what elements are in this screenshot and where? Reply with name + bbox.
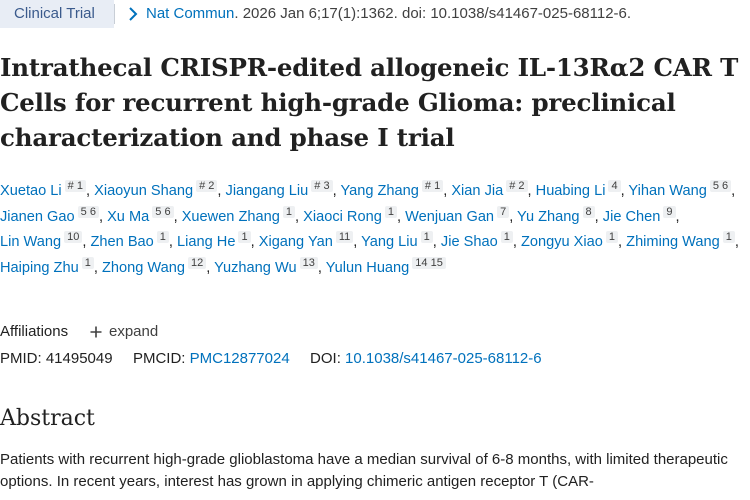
author-name-link[interactable]: Xuetao Li <box>0 183 62 199</box>
affiliation-superscript[interactable]: # 3 <box>311 180 333 192</box>
author-item: Jie Chen 9, <box>602 205 680 225</box>
affiliation-superscript[interactable]: 10 <box>64 231 83 243</box>
affiliation-superscript[interactable]: 5 6 <box>709 180 732 192</box>
affiliation-superscript[interactable]: 13 <box>299 256 318 269</box>
affiliation-superscript[interactable]: 1 <box>238 231 251 243</box>
author-name-link[interactable]: Yulun Huang <box>325 259 410 276</box>
author-name-link[interactable]: Yihan Wang <box>628 183 707 199</box>
author-name-link[interactable]: Xu Ma <box>107 208 150 225</box>
citation-bar: Clinical Trial Nat Commun. 2026 Jan 6;17… <box>0 0 750 28</box>
affiliation-superscript[interactable]: 11 <box>335 231 354 243</box>
doi-link[interactable]: 10.1038/s41467-025-68112-6 <box>345 350 542 367</box>
author-name-link[interactable]: Jianen Gao <box>0 208 75 225</box>
author-name-link[interactable]: Wenjuan Gan <box>405 208 495 225</box>
author-item: Yulun Huang 14 15 <box>325 256 446 276</box>
abstract-heading: Abstract <box>0 406 95 431</box>
author-name-link[interactable]: Jie Shao <box>440 234 498 250</box>
author-item: Xuetao Li # 1, <box>0 180 91 199</box>
affiliation-superscript[interactable]: 14 15 <box>412 256 446 269</box>
author-item: Yang Zhang # 1, <box>340 180 448 199</box>
affiliation-superscript[interactable]: # 2 <box>196 180 218 192</box>
author-item: Zhong Wang 12, <box>101 256 211 276</box>
author-name-link[interactable]: Zhen Bao <box>90 234 154 250</box>
pmid-label: PMID: <box>0 350 42 367</box>
affiliations-label[interactable]: Affiliations <box>0 323 69 340</box>
divider <box>114 4 115 24</box>
author-item: Huabing Li 4, <box>535 180 625 199</box>
author-name-link[interactable]: Xigang Yan <box>258 234 333 250</box>
doi-label: DOI: <box>310 350 341 367</box>
plus-icon[interactable] <box>90 326 102 338</box>
affiliation-superscript[interactable]: 1 <box>722 231 735 243</box>
affiliation-superscript[interactable]: 1 <box>81 256 94 269</box>
author-item: Yang Liu 1, <box>361 231 437 250</box>
author-item: Xiaoyun Shang # 2, <box>94 180 222 199</box>
affiliation-superscript[interactable]: 9 <box>663 205 676 218</box>
author-item: Zhiming Wang 1, <box>626 231 739 250</box>
article-type-badge[interactable]: Clinical Trial <box>0 0 114 28</box>
pmid-value: 41495049 <box>45 350 113 367</box>
author-name-link[interactable]: Xiaoci Rong <box>303 208 382 225</box>
affiliation-superscript[interactable]: 4 <box>608 180 621 192</box>
affiliation-superscript[interactable]: 1 <box>605 231 619 243</box>
author-name-link[interactable]: Zhiming Wang <box>626 234 720 250</box>
author-name-link[interactable]: Haiping Zhu <box>0 259 79 276</box>
affiliation-superscript[interactable]: 5 6 <box>77 205 99 218</box>
author-name-link[interactable]: Yuzhang Wu <box>214 259 297 276</box>
affiliation-superscript[interactable]: # 2 <box>506 180 528 192</box>
author-item: Jie Shao 1, <box>440 231 517 250</box>
journal-link[interactable]: Nat Commun <box>146 5 235 22</box>
author-name-link[interactable]: Xiaoyun Shang <box>94 183 194 199</box>
author-name-link[interactable]: Jie Chen <box>602 208 661 225</box>
article-title: Intrathecal CRISPR-edited allogeneic IL-… <box>0 53 739 152</box>
author-item: Haiping Zhu 1, <box>0 256 98 276</box>
citation-details: . 2026 Jan 6;17(1):1362. doi: 10.1038/s4… <box>234 5 632 22</box>
affiliation-superscript[interactable]: 1 <box>384 205 397 218</box>
author-item: Xigang Yan 11, <box>258 231 358 250</box>
affiliation-superscript[interactable]: 7 <box>497 205 510 218</box>
affiliation-superscript[interactable]: # 1 <box>64 180 86 192</box>
author-name-link[interactable]: Lin Wang <box>0 234 62 250</box>
article-identifiers: PMID: 41495049 PMCID: PMC12877024 DOI: 1… <box>0 348 542 370</box>
pmcid-link[interactable]: PMC12877024 <box>189 350 290 367</box>
author-name-link[interactable]: Zongyu Xiao <box>520 234 603 250</box>
affiliation-superscript[interactable]: 1 <box>156 231 169 243</box>
author-item: Xuewen Zhang 1, <box>181 205 300 225</box>
author-item: Yihan Wang 5 6, <box>628 180 736 199</box>
affiliation-superscript[interactable]: 1 <box>282 205 295 218</box>
affiliation-superscript[interactable]: 8 <box>582 205 595 218</box>
pmcid-label: PMCID: <box>132 350 186 367</box>
author-item: Wenjuan Gan 7, <box>405 205 514 225</box>
author-name-link[interactable]: Xuewen Zhang <box>181 208 280 225</box>
author-item: Jiangang Liu # 3, <box>225 180 337 199</box>
chevron-right-icon[interactable] <box>124 5 142 23</box>
affiliation-superscript[interactable]: 1 <box>420 231 433 243</box>
affiliation-superscript[interactable]: 5 6 <box>152 205 174 218</box>
author-name-link[interactable]: Jiangang Liu <box>225 183 309 199</box>
expand-affiliations-button[interactable]: expand <box>109 323 159 340</box>
affiliation-superscript[interactable]: # 1 <box>421 180 444 192</box>
author-name-link[interactable]: Liang He <box>177 234 236 250</box>
author-name-link[interactable]: Yang Liu <box>361 234 418 250</box>
author-name-link[interactable]: Yang Zhang <box>340 183 419 199</box>
author-item: Xiaoci Rong 1, <box>303 205 402 225</box>
abstract-text: Patients with recurrent high-grade gliob… <box>0 451 728 490</box>
author-name-link[interactable]: Yu Zhang <box>517 208 580 225</box>
author-item: Yuzhang Wu 13, <box>214 256 322 276</box>
citation: Nat Commun. 2026 Jan 6;17(1):1362. doi: … <box>146 4 631 24</box>
author-item: Jianen Gao 5 6, <box>0 205 104 225</box>
author-name-link[interactable]: Xian Jia <box>451 183 504 199</box>
author-name-link[interactable]: Zhong Wang <box>101 259 185 276</box>
author-item: Xu Ma 5 6, <box>107 205 178 225</box>
author-item: Xian Jia # 2, <box>451 180 532 199</box>
author-list: Xuetao Li # 1, Xiaoyun Shang # 2, Jiangang… <box>0 179 748 281</box>
affiliation-superscript[interactable]: 1 <box>500 231 513 243</box>
author-item: Lin Wang 10, <box>0 231 87 250</box>
author-item: Zongyu Xiao 1, <box>520 231 623 250</box>
author-item: Liang He 1, <box>177 231 255 250</box>
author-name-link[interactable]: Huabing Li <box>535 183 606 199</box>
author-item: Yu Zhang 8, <box>517 205 599 225</box>
affiliation-superscript[interactable]: 12 <box>187 256 207 269</box>
author-item: Zhen Bao 1, <box>90 231 173 250</box>
